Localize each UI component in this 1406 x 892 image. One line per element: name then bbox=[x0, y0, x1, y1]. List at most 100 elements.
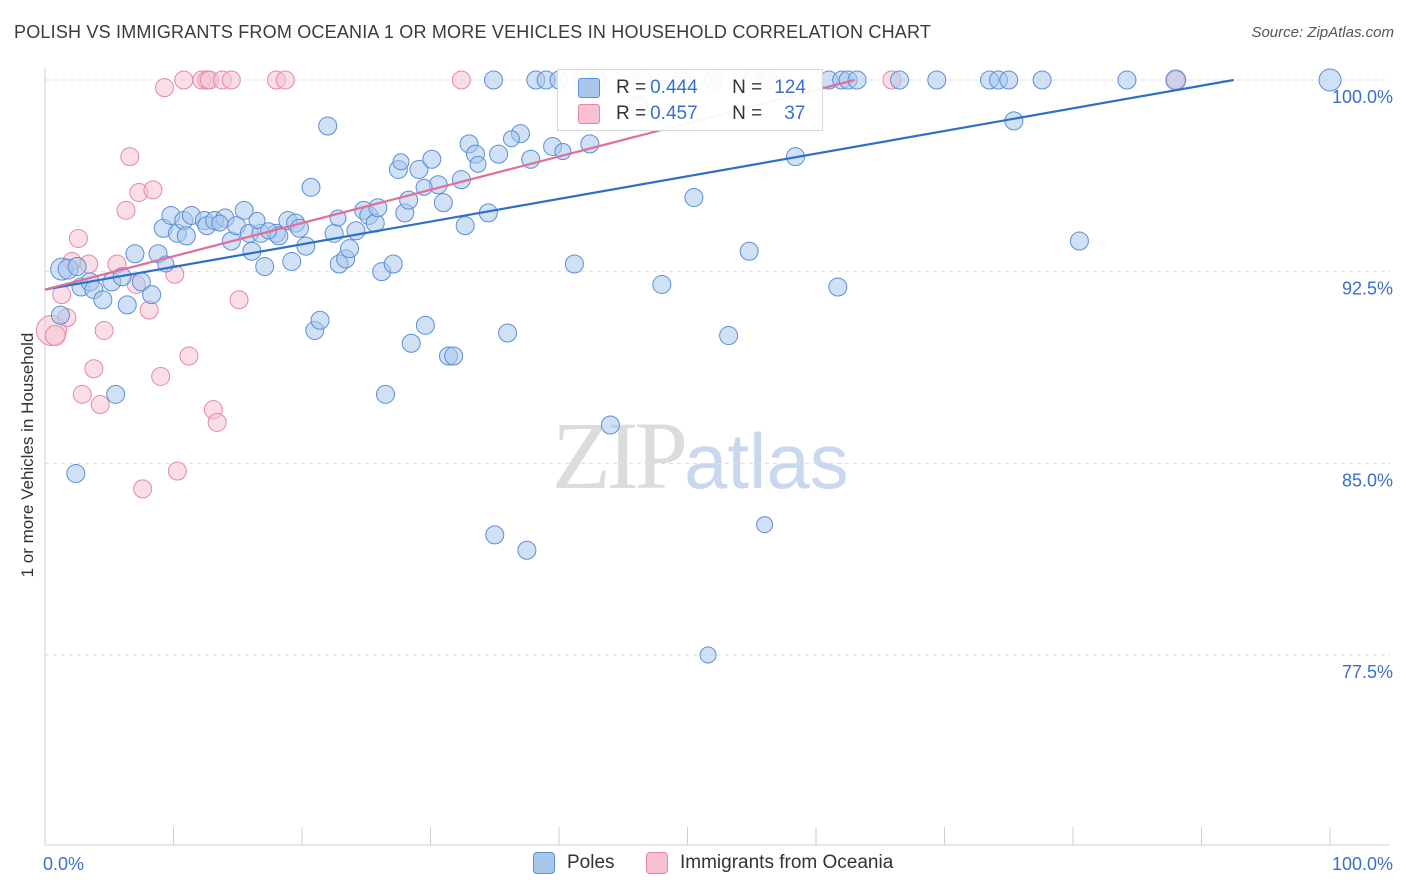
poles-point bbox=[422, 149, 442, 169]
oceania-point bbox=[94, 320, 114, 340]
oceania-point bbox=[68, 228, 88, 248]
y-tick-label-3: 100.0% bbox=[1332, 87, 1393, 107]
poles-point bbox=[652, 274, 672, 294]
poles-point bbox=[847, 70, 867, 90]
poles-point bbox=[756, 516, 774, 534]
poles-point bbox=[50, 305, 70, 325]
oceania-point bbox=[207, 412, 227, 432]
oceania-point bbox=[116, 200, 136, 220]
y-tick-label-2: 92.5% bbox=[1342, 279, 1393, 299]
poles-point bbox=[106, 384, 126, 404]
poles-point bbox=[125, 244, 145, 264]
poles-point bbox=[67, 257, 87, 277]
oceania-r-key: R = bbox=[616, 103, 647, 124]
poles-point bbox=[739, 241, 759, 261]
oceania-point bbox=[120, 147, 140, 167]
poles-n-value: 124 bbox=[774, 77, 806, 98]
poles-point bbox=[828, 277, 848, 297]
oceania-point bbox=[44, 325, 66, 347]
poles-point bbox=[498, 323, 518, 343]
legend-item-poles: Poles bbox=[533, 852, 615, 874]
poles-point bbox=[600, 415, 620, 435]
poles-point bbox=[142, 285, 162, 305]
poles-point bbox=[392, 153, 410, 171]
poles-point bbox=[409, 159, 429, 179]
oceania-point bbox=[174, 70, 194, 90]
poles-point bbox=[699, 646, 717, 664]
poles-point bbox=[719, 326, 739, 346]
poles-point bbox=[289, 218, 309, 238]
legend-label-poles: Poles bbox=[567, 852, 615, 873]
poles-point bbox=[234, 200, 254, 220]
poles-point bbox=[117, 295, 137, 315]
oceania-point bbox=[151, 366, 171, 386]
poles-n-key: N = bbox=[732, 77, 763, 98]
poles-r-key: R = bbox=[616, 77, 647, 98]
x-tick-label-0: 0.0% bbox=[43, 854, 84, 874]
poles-point bbox=[211, 214, 229, 232]
poles-point bbox=[1069, 231, 1089, 251]
poles-point bbox=[433, 193, 453, 213]
axes bbox=[44, 68, 1390, 846]
oceania-point bbox=[221, 70, 241, 90]
oceania-point bbox=[451, 70, 471, 90]
oceania-point bbox=[167, 461, 187, 481]
oceania-n-value: 37 bbox=[784, 103, 806, 124]
chart-title: POLISH VS IMMIGRANTS FROM OCEANIA 1 OR M… bbox=[14, 22, 932, 42]
poles-swatch bbox=[578, 78, 600, 98]
poles-trend-line bbox=[44, 78, 1234, 291]
poles-point bbox=[517, 540, 537, 560]
poles-point bbox=[469, 155, 487, 173]
poles-point bbox=[310, 310, 330, 330]
poles-point bbox=[376, 384, 396, 404]
oceania-point bbox=[275, 70, 295, 90]
poles-point bbox=[927, 70, 947, 90]
poles-point bbox=[1117, 70, 1137, 90]
poles-point bbox=[248, 212, 266, 230]
poles-point bbox=[301, 177, 321, 197]
y-tick-label-0: 77.5% bbox=[1342, 662, 1393, 682]
poles-point bbox=[383, 254, 403, 274]
oceania-point bbox=[143, 180, 163, 200]
poles-point bbox=[1165, 69, 1187, 91]
y-tick-label-1: 85.0% bbox=[1342, 470, 1393, 490]
poles-point bbox=[66, 464, 86, 484]
poles-point bbox=[346, 221, 366, 241]
stats-row-poles: R = 0.444 N = 124 bbox=[578, 75, 806, 101]
legend-swatch-oceania bbox=[646, 852, 668, 874]
poles-point bbox=[255, 257, 275, 277]
legend-item-oceania: Immigrants from Oceania bbox=[646, 852, 893, 874]
oceania-point bbox=[90, 395, 110, 415]
poles-point bbox=[455, 216, 475, 236]
poles-point bbox=[999, 70, 1019, 90]
poles-point bbox=[401, 333, 421, 353]
poles-point bbox=[318, 116, 338, 136]
poles-point bbox=[282, 251, 302, 271]
poles-points bbox=[50, 68, 1342, 664]
poles-point bbox=[489, 144, 509, 164]
poles-point bbox=[684, 188, 704, 208]
stats-legend: R = 0.444 N = 124 R = 0.457 N = 37 bbox=[557, 69, 823, 131]
legend-label-oceania: Immigrants from Oceania bbox=[680, 852, 894, 873]
poles-point bbox=[564, 254, 584, 274]
y-axis-label: 1 or more Vehicles in Household bbox=[18, 332, 37, 578]
stats-row-oceania: R = 0.457 N = 37 bbox=[578, 101, 805, 127]
poles-point bbox=[1032, 70, 1052, 90]
watermark: ZIPatlas bbox=[552, 400, 849, 511]
tick-labels: 77.5% 85.0% 92.5% 100.0% 0.0% 100.0% bbox=[43, 87, 1393, 874]
oceania-swatch bbox=[578, 104, 600, 124]
poles-r-value: 0.444 bbox=[650, 77, 698, 98]
grid-lines bbox=[45, 79, 1390, 656]
oceania-n-key: N = bbox=[732, 103, 763, 124]
watermark-zip: ZIP bbox=[552, 402, 688, 509]
oceania-r-value: 0.457 bbox=[650, 103, 698, 124]
oceania-point bbox=[179, 346, 199, 366]
x-tick-label-1: 100.0% bbox=[1332, 854, 1393, 874]
poles-point bbox=[890, 70, 910, 90]
poles-point bbox=[444, 346, 464, 366]
source-label: Source: ZipAtlas.com bbox=[1251, 24, 1394, 41]
oceania-point bbox=[133, 479, 153, 499]
poles-point bbox=[176, 226, 196, 246]
poles-point bbox=[485, 525, 505, 545]
